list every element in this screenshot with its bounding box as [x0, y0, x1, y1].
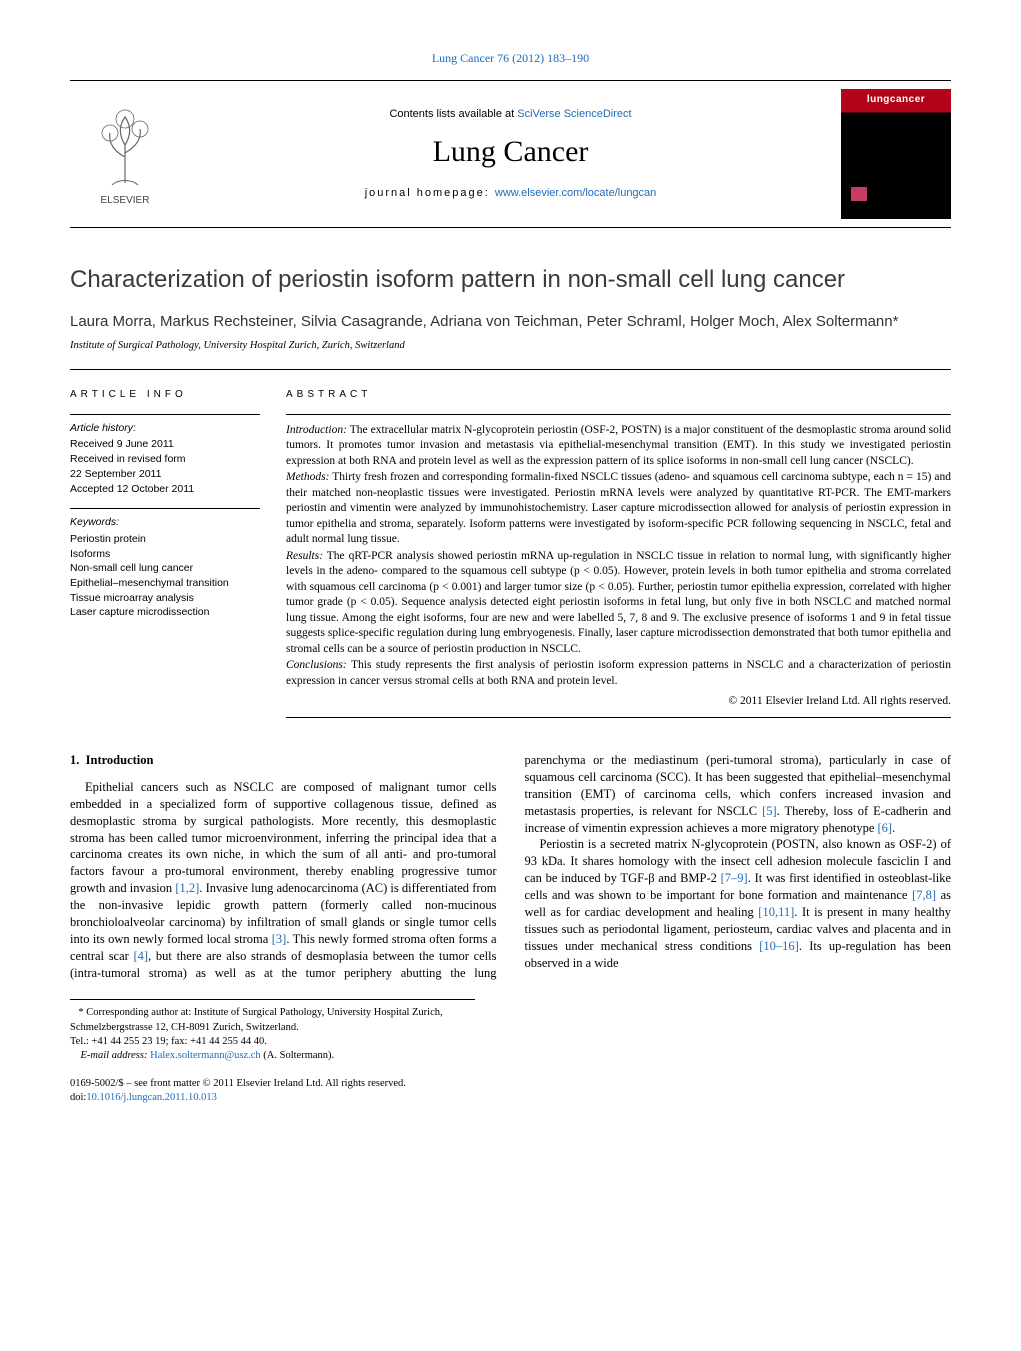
journal-cover-thumb: lungcancer: [841, 89, 951, 219]
section-number: 1.: [70, 753, 79, 767]
abstract-heading: abstract: [286, 388, 951, 402]
article-info-col: article info Article history: Received 9…: [70, 388, 260, 718]
keyword: Laser capture microdissection: [70, 605, 260, 620]
section-heading: 1. Introduction: [70, 752, 497, 769]
contents-available: Contents lists available at SciVerse Sci…: [180, 107, 841, 122]
email-line: E-mail address: Halex.soltermann@usz.ch …: [70, 1049, 475, 1063]
abs-text: The extracellular matrix N-glycoprotein …: [286, 424, 951, 467]
contents-prefix: Contents lists available at: [389, 108, 517, 120]
footnotes: * Corresponding author at: Institute of …: [70, 999, 475, 1063]
abs-text: Thirty fresh frozen and corresponding fo…: [286, 471, 951, 545]
copyright-line: © 2011 Elsevier Ireland Ltd. All rights …: [286, 694, 951, 710]
doi-link[interactable]: 10.1016/j.lungcan.2011.10.013: [86, 1092, 217, 1103]
body-columns: 1. Introduction Epithelial cancers such …: [70, 752, 951, 981]
article-title: Characterization of periostin isoform pa…: [70, 264, 951, 296]
publisher-logo: ELSEVIER: [70, 97, 180, 212]
cover-accent-square: [851, 187, 867, 201]
doi-prefix: doi:: [70, 1092, 86, 1103]
history-line: Accepted 12 October 2011: [70, 482, 260, 497]
abs-text: The qRT-PCR analysis showed periostin mR…: [286, 550, 951, 655]
abs-label: Results:: [286, 550, 323, 562]
keyword: Isoforms: [70, 547, 260, 562]
citation-link[interactable]: [7,8]: [912, 888, 936, 902]
keyword: Non-small cell lung cancer: [70, 561, 260, 576]
homepage-line: journal homepage: www.elsevier.com/locat…: [180, 186, 841, 201]
history-line: Received in revised form: [70, 452, 260, 467]
rule-top-2: [70, 227, 951, 228]
keywords-title: Keywords:: [70, 515, 260, 530]
keyword: Epithelial–mesenchymal transition: [70, 576, 260, 591]
citation-link[interactable]: [10,11]: [758, 905, 794, 919]
abs-text: This study represents the first analysis…: [286, 659, 951, 687]
keyword: Periostin protein: [70, 532, 260, 547]
tel-fax: Tel.: +41 44 255 23 19; fax: +41 44 255 …: [70, 1035, 475, 1049]
rule-top-1: [70, 80, 951, 81]
history-title: Article history:: [70, 421, 260, 436]
citation-link[interactable]: [1,2]: [175, 881, 199, 895]
body-run: .: [892, 821, 895, 835]
issn-copyright: 0169-5002/$ – see front matter © 2011 El…: [70, 1077, 951, 1091]
abs-label: Methods:: [286, 471, 329, 483]
email-label: E-mail address:: [81, 1050, 151, 1061]
article-info-heading: article info: [70, 388, 260, 402]
masthead-center: Contents lists available at SciVerse Sci…: [180, 107, 841, 201]
body-run: Epithelial cancers such as NSCLC are com…: [70, 780, 497, 895]
abstract-bottom-rule: [286, 717, 951, 718]
section-title: Introduction: [86, 753, 154, 767]
homepage-link[interactable]: www.elsevier.com/locate/lungcan: [495, 187, 656, 199]
history-line: 22 September 2011: [70, 467, 260, 482]
abstract-col: abstract Introduction: The extracellular…: [286, 388, 951, 718]
abs-label: Introduction:: [286, 424, 347, 436]
citation-link[interactable]: [7–9]: [721, 871, 748, 885]
citation-link[interactable]: [3]: [272, 932, 287, 946]
abs-label: Conclusions:: [286, 659, 347, 671]
doi-line: doi:10.1016/j.lungcan.2011.10.013: [70, 1091, 951, 1105]
elsevier-tree-icon: ELSEVIER: [80, 97, 170, 212]
corresponding-marker: *: [893, 313, 899, 330]
citation-link[interactable]: [6]: [878, 821, 893, 835]
history-line: Received 9 June 2011: [70, 437, 260, 452]
authors-text: Laura Morra, Markus Rechsteiner, Silvia …: [70, 313, 893, 330]
keyword: Tissue microarray analysis: [70, 591, 260, 606]
citation-link[interactable]: [10–16]: [759, 939, 799, 953]
citation-link[interactable]: [4]: [134, 949, 149, 963]
corresponding-note: * Corresponding author at: Institute of …: [70, 1006, 475, 1034]
email-suffix: (A. Soltermann).: [261, 1050, 335, 1061]
author-list: Laura Morra, Markus Rechsteiner, Silvia …: [70, 311, 951, 334]
email-link[interactable]: Halex.soltermann@usz.ch: [150, 1050, 261, 1061]
sciencedirect-link[interactable]: SciVerse ScienceDirect: [517, 108, 631, 120]
info-abstract-row: article info Article history: Received 9…: [70, 369, 951, 718]
citation-link[interactable]: [5]: [762, 804, 777, 818]
body-paragraph: Periostin is a secreted matrix N-glycopr…: [525, 836, 952, 971]
cover-title: lungcancer: [867, 93, 925, 107]
journal-name: Lung Cancer: [180, 132, 841, 173]
publisher-name: ELSEVIER: [101, 195, 150, 206]
abstract-text: Introduction: The extracellular matrix N…: [286, 414, 951, 709]
journal-reference: Lung Cancer 76 (2012) 183–190: [70, 50, 951, 66]
legal-block: 0169-5002/$ – see front matter © 2011 El…: [70, 1077, 951, 1105]
keywords-block: Keywords: Periostin protein Isoforms Non…: [70, 508, 260, 620]
homepage-prefix: journal homepage:: [365, 187, 495, 199]
masthead: ELSEVIER Contents lists available at Sci…: [70, 83, 951, 225]
affiliation: Institute of Surgical Pathology, Univers…: [70, 339, 951, 353]
article-history-block: Article history: Received 9 June 2011 Re…: [70, 414, 260, 496]
